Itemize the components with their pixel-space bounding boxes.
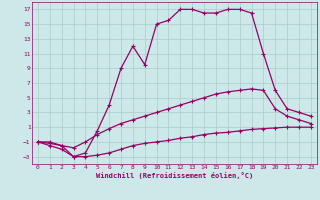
X-axis label: Windchill (Refroidissement éolien,°C): Windchill (Refroidissement éolien,°C) [96,172,253,179]
